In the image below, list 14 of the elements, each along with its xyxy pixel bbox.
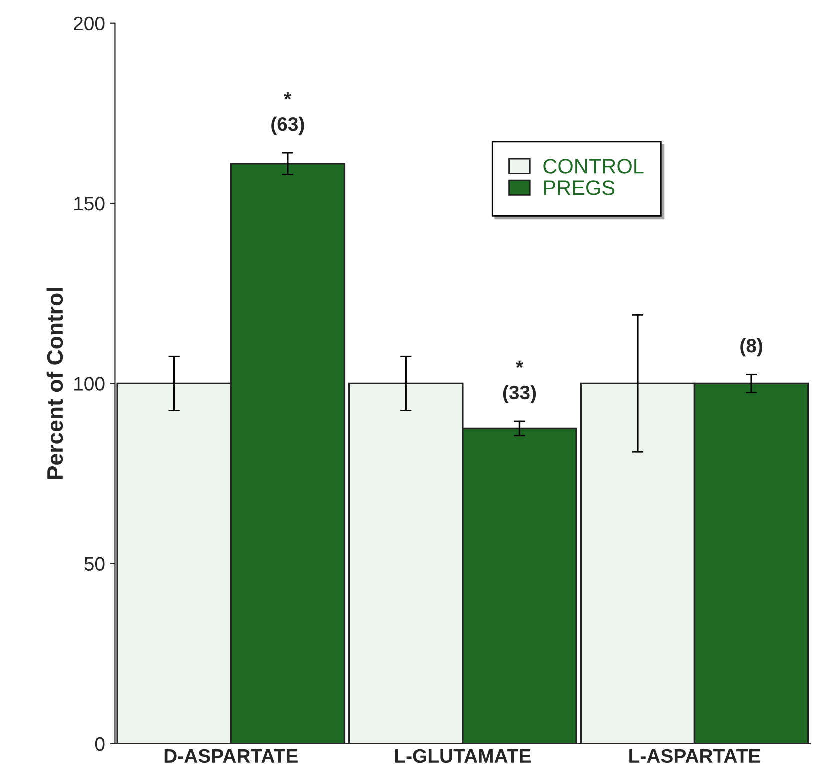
annotation: (8)	[740, 338, 762, 357]
annotation: * (33)	[503, 360, 536, 404]
y-tick-label: 200	[74, 16, 105, 31]
y-axis-title: Percent of Control	[46, 288, 64, 480]
x-tick-label: L-GLUTAMATE	[395, 749, 531, 764]
x-tick-label: L-ASPARTATE	[630, 749, 760, 764]
annotation: * (63)	[272, 92, 304, 136]
y-tick-label: 150	[74, 196, 105, 211]
y-tick-label: 50	[84, 557, 105, 572]
x-tick-label: D-ASPARTATE	[164, 749, 298, 764]
y-tick-label: 0	[95, 737, 105, 752]
y-tick-label: 100	[74, 377, 105, 391]
legend-label: CONTROL	[544, 159, 644, 174]
legend-label: PREGS	[544, 180, 615, 196]
